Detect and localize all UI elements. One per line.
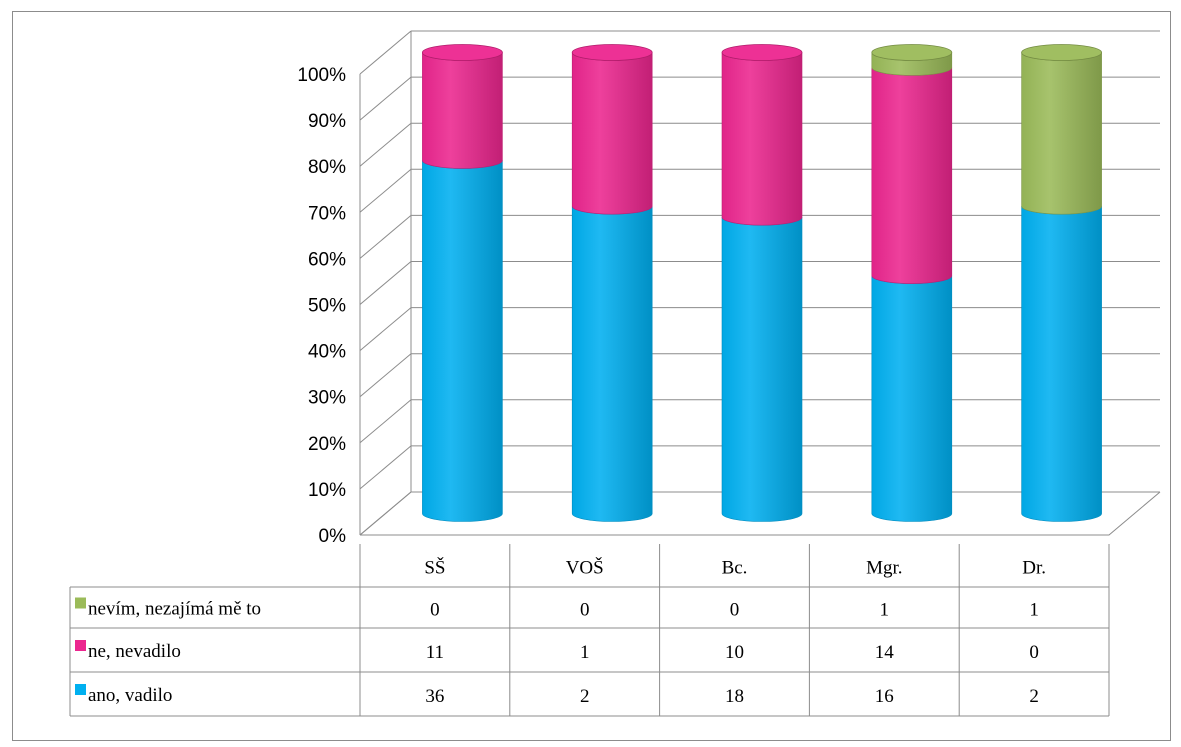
gridline-side — [359, 261, 412, 305]
bar-segment-Dr.-2 — [1021, 206, 1102, 522]
series-label: ne, nevadilo — [88, 641, 181, 662]
legend-key — [75, 684, 86, 695]
legend-key — [75, 640, 86, 651]
table-cell: 10 — [725, 642, 744, 663]
y-tick-label: 30% — [308, 388, 346, 409]
floor-front-edge — [360, 491, 1161, 536]
y-tick-label: 100% — [297, 65, 346, 86]
series-label: nevím, nezajímá mě to — [88, 599, 261, 620]
table-cell: 1 — [580, 642, 590, 663]
bar-top-cap — [871, 44, 953, 61]
data-table: SŠ VOŠ Bc. Mgr. Dr. nevím, nezajímá mě to 0 0 0 1… — [69, 544, 1110, 717]
table-cell: 11 — [426, 642, 444, 663]
y-tick-label: 60% — [308, 249, 346, 270]
chart-frame: 0% 10% 20% 30% 40% 50% 60% 70% 80% 90% 100% SŠ VOŠ B… — [12, 11, 1171, 741]
table-cell: 0 — [580, 600, 590, 621]
table-cell: 0 — [1029, 642, 1039, 663]
bar-top-cap — [1021, 44, 1102, 61]
bar-segment-SŠ-1 — [422, 52, 503, 169]
bar-segment-Dr.-0 — [1021, 52, 1102, 215]
chart-svg: 0% 10% 20% 30% 40% 50% 60% 70% 80% 90% 100% SŠ VOŠ B… — [69, 30, 1161, 717]
category-label: VOŠ — [566, 557, 604, 579]
gridline-side — [359, 30, 412, 75]
gridline-side — [359, 168, 412, 213]
table-cell: 0 — [730, 600, 740, 621]
gridline-side — [359, 399, 412, 444]
gridline-side — [359, 353, 412, 398]
table-cell: 36 — [425, 686, 444, 707]
bar-segment-Bc.-1 — [721, 52, 803, 226]
y-tick-label: 50% — [308, 296, 346, 317]
bar-segment-VOŠ-2 — [571, 206, 653, 522]
bar-top-cap — [721, 44, 803, 61]
table-cell: 18 — [725, 686, 744, 707]
table-cell: 1 — [1029, 600, 1039, 621]
table-cell: 16 — [875, 686, 894, 707]
gridline-side — [359, 491, 412, 536]
bar-segment-Mgr.-1 — [871, 67, 953, 284]
table-cell: 2 — [580, 686, 590, 707]
y-axis-ticks: 0% 10% 20% 30% 40% 50% 60% 70% 80% 90% 100% — [297, 65, 346, 547]
gridline-side — [359, 307, 412, 351]
gridline-side — [359, 122, 412, 167]
y-tick-label: 80% — [308, 157, 346, 178]
table-cell: 2 — [1029, 686, 1039, 707]
y-tick-label: 20% — [308, 434, 346, 455]
table-cell: 1 — [880, 600, 890, 621]
bar-top-cap — [571, 44, 653, 61]
y-tick-label: 0% — [319, 526, 347, 547]
bar-segment-Bc.-2 — [721, 217, 803, 522]
y-tick-label: 70% — [308, 203, 346, 224]
bar-top-cap — [421, 44, 503, 61]
bar-segment-VOŠ-1 — [571, 52, 653, 215]
y-tick-label: 90% — [308, 111, 346, 132]
table-cell: 0 — [430, 600, 440, 621]
gridline-side — [359, 215, 412, 259]
y-tick-label: 10% — [308, 480, 346, 501]
category-label: Bc. — [722, 558, 748, 579]
bars — [421, 44, 1102, 522]
table-cell: 14 — [875, 642, 895, 663]
series-label: ano, vadilo — [88, 685, 172, 706]
bar-segment-SŠ-2 — [422, 160, 503, 522]
bar-segment-Mgr.-2 — [871, 275, 953, 522]
gridline-side — [359, 445, 412, 490]
gridline-side — [359, 76, 412, 121]
legend-key — [75, 597, 86, 609]
category-label: Mgr. — [866, 558, 902, 579]
y-tick-label: 40% — [308, 342, 346, 363]
category-label: SŠ — [424, 557, 445, 579]
category-label: Dr. — [1022, 558, 1046, 579]
